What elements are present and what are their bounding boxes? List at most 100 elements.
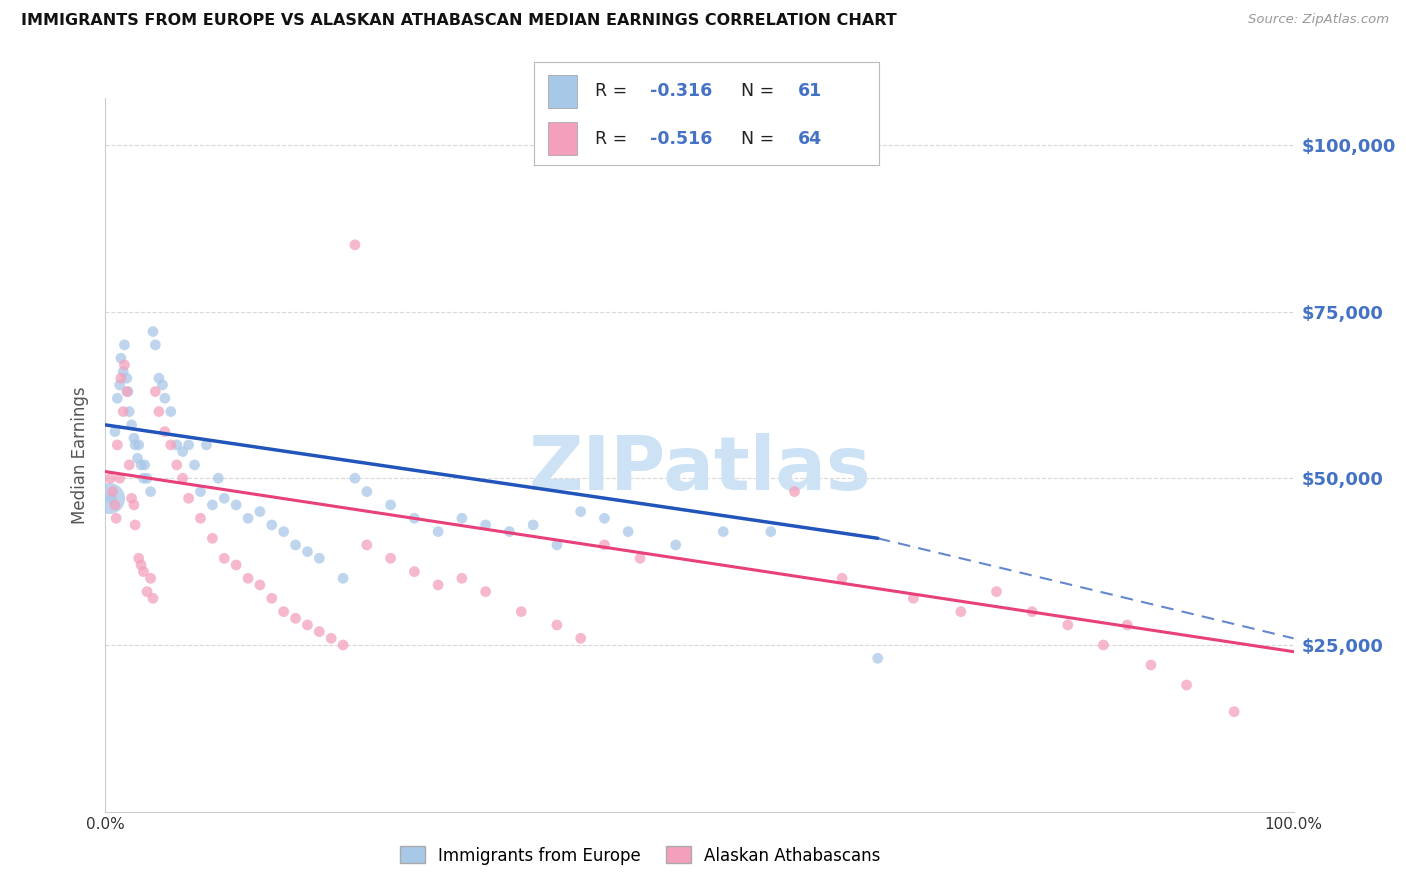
Point — [118, 458, 141, 472]
Point — [332, 638, 354, 652]
Point — [115, 371, 138, 385]
Point — [129, 458, 152, 472]
Point — [124, 518, 146, 533]
Point — [260, 591, 283, 606]
Point — [427, 524, 450, 539]
Point — [121, 491, 143, 506]
Point — [122, 498, 145, 512]
Point — [118, 404, 141, 418]
Point — [297, 618, 319, 632]
Point — [831, 571, 853, 585]
Point — [201, 498, 224, 512]
Point — [617, 524, 640, 539]
Point — [128, 551, 150, 566]
Point — [593, 511, 616, 525]
Point — [98, 491, 121, 506]
Point — [108, 471, 131, 485]
Point — [404, 511, 426, 525]
Point — [1116, 618, 1139, 632]
Point — [260, 518, 283, 533]
Point — [474, 518, 496, 533]
Point — [522, 518, 544, 533]
Point — [110, 371, 132, 385]
Point — [474, 584, 496, 599]
Point — [177, 491, 200, 506]
Point — [128, 438, 150, 452]
Point — [986, 584, 1008, 599]
Point — [105, 391, 128, 405]
Point — [225, 498, 247, 512]
Point — [143, 384, 166, 399]
Point — [1021, 605, 1043, 619]
Point — [115, 384, 138, 399]
Point — [380, 551, 402, 566]
Point — [153, 391, 176, 405]
Point — [190, 511, 212, 525]
Point — [903, 591, 925, 606]
Point — [343, 471, 366, 485]
Point — [214, 491, 236, 506]
Point — [783, 484, 806, 499]
Point — [105, 511, 128, 525]
Point — [214, 551, 236, 566]
Point — [98, 471, 121, 485]
Point — [510, 605, 533, 619]
Point — [546, 538, 568, 552]
Point — [1092, 638, 1115, 652]
Point — [101, 484, 124, 499]
Point — [104, 425, 127, 439]
Point — [143, 338, 166, 352]
Point — [112, 404, 135, 418]
Point — [450, 511, 472, 525]
Point — [236, 571, 259, 585]
Point — [148, 404, 170, 418]
Point — [569, 505, 592, 519]
Point — [427, 578, 450, 592]
Point — [134, 458, 156, 472]
Point — [569, 632, 592, 646]
Text: Source: ZipAtlas.com: Source: ZipAtlas.com — [1249, 13, 1389, 27]
Point — [148, 371, 170, 385]
Point — [273, 524, 295, 539]
Point — [139, 484, 162, 499]
Point — [190, 484, 212, 499]
Point — [308, 551, 330, 566]
Point — [284, 538, 307, 552]
Point — [159, 404, 181, 418]
Legend: Immigrants from Europe, Alaskan Athabascans: Immigrants from Europe, Alaskan Athabasc… — [394, 839, 887, 871]
Point — [110, 351, 132, 366]
Text: R =: R = — [595, 130, 627, 148]
Point — [236, 511, 259, 525]
Point — [207, 471, 229, 485]
Bar — [548, 75, 578, 108]
Point — [136, 584, 159, 599]
Y-axis label: Median Earnings: Median Earnings — [72, 386, 90, 524]
Point — [297, 544, 319, 558]
Point — [284, 611, 307, 625]
Text: IMMIGRANTS FROM EUROPE VS ALASKAN ATHABASCAN MEDIAN EARNINGS CORRELATION CHART: IMMIGRANTS FROM EUROPE VS ALASKAN ATHABA… — [21, 13, 897, 29]
Point — [121, 417, 143, 432]
Point — [152, 377, 174, 392]
Point — [249, 578, 271, 592]
Point — [166, 458, 188, 472]
Point — [132, 471, 155, 485]
Point — [142, 591, 165, 606]
Point — [546, 618, 568, 632]
Point — [139, 571, 162, 585]
Point — [308, 624, 330, 639]
Point — [356, 538, 378, 552]
Point — [172, 444, 194, 458]
Point — [628, 551, 651, 566]
Point — [172, 471, 194, 485]
Point — [321, 632, 343, 646]
Point — [127, 451, 149, 466]
Point — [249, 505, 271, 519]
Point — [117, 384, 139, 399]
Point — [1140, 658, 1163, 673]
Point — [166, 438, 188, 452]
Text: -0.516: -0.516 — [650, 130, 711, 148]
Point — [343, 237, 366, 252]
Point — [1056, 618, 1078, 632]
Point — [129, 558, 152, 572]
Point — [380, 498, 402, 512]
